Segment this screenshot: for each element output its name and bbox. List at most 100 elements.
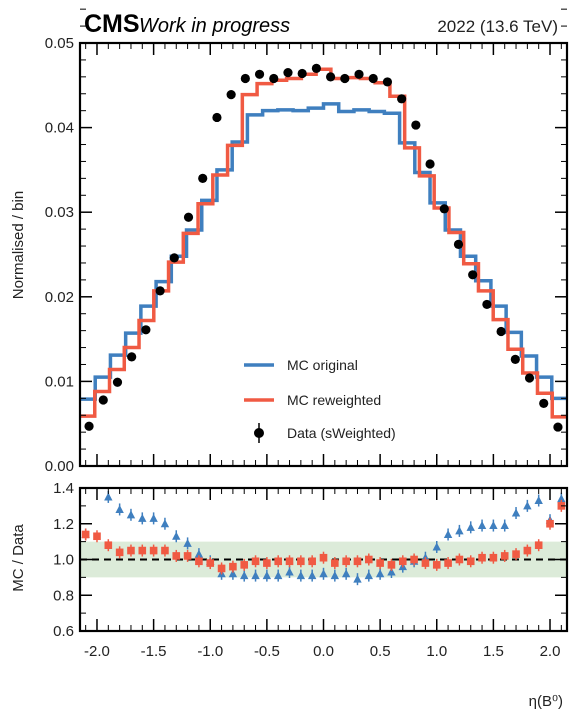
- data-point: [127, 352, 137, 362]
- data-point: [283, 68, 293, 78]
- data-point: [141, 325, 151, 335]
- mc-original-histogram: [80, 102, 567, 401]
- data-point: [340, 73, 350, 84]
- x-tick-label: 1.5: [483, 643, 504, 660]
- ratio-reweighted-point: [432, 561, 441, 569]
- ratio-original-point: [228, 569, 238, 578]
- ratio-reweighted-point: [534, 541, 543, 549]
- ratio-reweighted-point: [229, 562, 237, 571]
- main-y-tick-label: 0.03: [45, 204, 74, 221]
- data-point: [553, 422, 563, 432]
- ratio-reweighted-point: [217, 564, 226, 573]
- status-label: Work in progress: [139, 15, 290, 37]
- ratio-reweighted-point: [546, 519, 554, 528]
- data-point: [326, 72, 336, 82]
- data-point: [397, 94, 407, 104]
- ratio-original-point: [138, 513, 147, 522]
- ratio-original-point: [104, 492, 113, 501]
- data-point: [98, 395, 108, 405]
- ratio-reweighted-point: [115, 548, 124, 557]
- legend-marker-data: [254, 428, 264, 438]
- ratio-original-point: [251, 571, 260, 580]
- data-point: [524, 373, 535, 383]
- ratio-reweighted-point: [297, 557, 305, 566]
- ratio-reweighted-point: [183, 552, 192, 560]
- x-tick-label: 0.5: [370, 643, 391, 660]
- ratio-reweighted-point: [195, 557, 203, 566]
- ratio-plot-marks: [80, 490, 567, 586]
- ratio-y-tick-label: 0.6: [53, 623, 74, 640]
- x-tick-label: 0.0: [313, 643, 334, 660]
- ratio-original-point: [523, 501, 532, 510]
- data-point: [297, 68, 307, 79]
- ratio-reweighted-point: [149, 546, 158, 555]
- ratio-reweighted-point: [421, 559, 430, 567]
- ratio-reweighted-point: [308, 557, 316, 566]
- ratio-reweighted-point: [285, 557, 294, 566]
- ratio-y-axis-label: MC / Data: [10, 524, 27, 592]
- ratio-original-point: [489, 521, 498, 530]
- data-point: [439, 204, 449, 214]
- ratio-original-point: [443, 529, 453, 538]
- main-y-tick-label: 0.05: [45, 35, 74, 52]
- ratio-original-point: [194, 549, 204, 558]
- ratio-reweighted-point: [489, 553, 498, 562]
- ratio-axes: 0.6 0.8 1.0 1.2 1.4 -2.0 -1.5 -1.0 -0.5 0.0 0.5 1.0…: [53, 480, 567, 660]
- ratio-reweighted-point: [240, 561, 249, 569]
- legend-label-mc-original: MC original: [287, 357, 358, 373]
- ratio-reweighted-point: [319, 553, 328, 562]
- ratio-original-point: [149, 513, 158, 522]
- ratio-original-point: [353, 574, 362, 583]
- data-point: [169, 253, 179, 263]
- ratio-panel: 0.6 0.8 1.0 1.2 1.4 -2.0 -1.5 -1.0 -0.5 0.0 0.5 1.0…: [10, 480, 569, 710]
- data-point: [84, 421, 94, 431]
- data-point: [269, 73, 279, 84]
- energy-label: 2022 (13.6 TeV): [437, 17, 558, 36]
- ratio-reweighted-point: [93, 532, 101, 541]
- ratio-original-point: [500, 521, 509, 530]
- main-y-axis-label: Normalised / bin: [10, 191, 27, 299]
- data-point: [198, 173, 208, 183]
- ratio-reweighted-point: [512, 550, 520, 558]
- data-point: [112, 377, 123, 387]
- data-point: [240, 73, 250, 84]
- data-point: [382, 77, 393, 87]
- x-tick-label: 1.0: [426, 643, 447, 660]
- ratio-original-point: [557, 494, 566, 503]
- data-point: [254, 69, 265, 79]
- ratio-original-point: [341, 569, 351, 578]
- ratio-original-point: [296, 571, 306, 580]
- main-frame: [78, 41, 569, 468]
- data-point: [468, 270, 478, 280]
- ratio-frame: [78, 486, 569, 633]
- ratio-reweighted-point: [365, 555, 373, 564]
- data-point: [496, 326, 506, 337]
- ratio-reweighted-point: [251, 557, 260, 566]
- ratio-reweighted-point: [478, 553, 486, 562]
- ratio-reweighted-point: [466, 557, 475, 566]
- ratio-original-point: [307, 571, 317, 580]
- data-point: [354, 69, 364, 79]
- main-plot-marks: [80, 63, 567, 432]
- ratio-original-point: [285, 567, 294, 576]
- x-tick-label: -1.5: [141, 643, 167, 660]
- ratio-original-point: [160, 519, 170, 528]
- data-point: [155, 286, 165, 296]
- x-tick-label: -0.5: [254, 643, 280, 660]
- data-point: [212, 112, 222, 123]
- ratio-reweighted-point: [500, 552, 509, 560]
- main-y-tick-label: 0.04: [45, 120, 74, 137]
- ratio-reweighted-point: [353, 557, 362, 566]
- ratio-reweighted-point: [161, 546, 169, 555]
- x-axis-label: η(B⁰): [529, 693, 563, 710]
- data-point: [368, 73, 378, 84]
- ratio-y-tick-label: 0.8: [53, 587, 74, 604]
- ratio-original-point: [466, 522, 475, 531]
- ratio-y-tick-label: 1.0: [53, 552, 74, 569]
- ratio-reweighted-point: [387, 561, 396, 569]
- ratio-reweighted-point: [104, 541, 113, 549]
- ratio-reweighted-point: [172, 552, 181, 560]
- x-tick-label: -2.0: [84, 643, 110, 660]
- ratio-reweighted-point: [455, 555, 464, 564]
